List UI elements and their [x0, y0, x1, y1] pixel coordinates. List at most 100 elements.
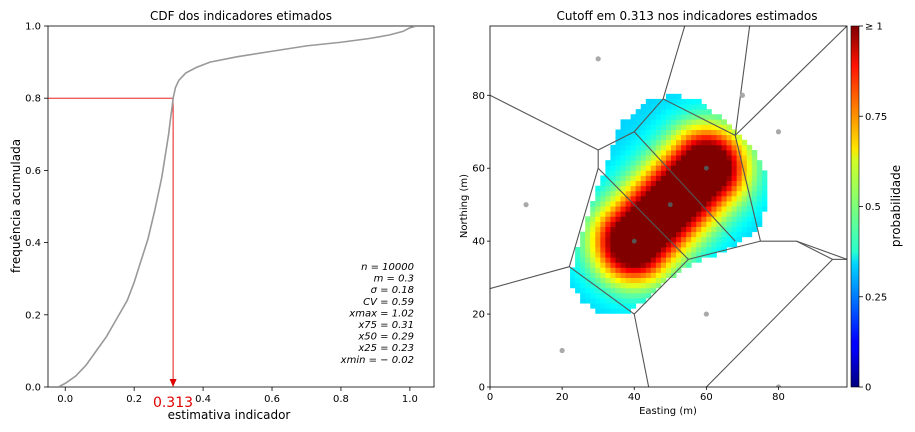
sample-point-inside: [703, 165, 709, 171]
heatmap-cell: [681, 98, 687, 105]
heatmap-cell: [716, 236, 722, 243]
heatmap-cell: [625, 175, 632, 182]
heatmap-cell: [595, 277, 601, 284]
heatmap-cell: [681, 190, 687, 197]
statistic-line: xmin = − 0.02: [340, 355, 414, 366]
heatmap-cell: [650, 262, 657, 268]
heatmap-cell: [711, 129, 717, 136]
sample-point: [703, 311, 709, 317]
sample-point: [595, 56, 601, 62]
heatmap-cell: [665, 109, 672, 115]
heatmap-cell: [620, 149, 626, 156]
heatmap-cell: [615, 282, 621, 289]
heatmap-cell: [681, 104, 687, 110]
heatmap-cell: [630, 149, 637, 156]
heatmap-cell: [746, 165, 753, 171]
heatmap-cell: [610, 267, 616, 273]
heatmap-cell: [605, 267, 611, 273]
heatmap-cell: [676, 129, 682, 136]
heatmap-cell: [701, 139, 707, 146]
heatmap-cell: [635, 211, 642, 217]
heatmap-cell: [605, 221, 611, 227]
heatmap-cell: [696, 246, 702, 253]
heatmap-cell: [696, 129, 702, 136]
heatmap-cell: [751, 216, 758, 222]
heatmap-cell: [671, 109, 677, 115]
heatmap-cell: [731, 211, 738, 217]
heatmap-cell: [650, 165, 657, 171]
heatmap-cell: [635, 195, 642, 202]
heatmap-cell: [620, 206, 626, 212]
heatmap-cell: [645, 226, 652, 233]
heatmap-cell: [711, 231, 717, 238]
heatmap-cell: [610, 195, 616, 202]
heatmap-cell: [660, 149, 667, 156]
heatmap-cell: [615, 231, 621, 238]
heatmap-cell: [726, 206, 733, 212]
heatmap-cell: [635, 119, 642, 125]
heatmap-cell: [650, 144, 657, 151]
heatmap-cell: [635, 292, 642, 299]
heatmap-cell: [650, 175, 657, 182]
statistic-line: x50 = 0.29: [357, 332, 414, 343]
heatmap-cell: [721, 206, 727, 212]
heatmap-cell: [640, 190, 647, 197]
heatmap-cell: [671, 170, 677, 176]
heatmap-cell: [731, 139, 738, 146]
heatmap-cell: [595, 262, 601, 268]
heatmap-cell: [706, 144, 712, 151]
heatmap-cell: [655, 246, 662, 253]
heatmap-cell: [706, 246, 712, 253]
heatmap-cell: [671, 252, 677, 258]
map-y-tick-label: 60: [472, 164, 485, 175]
heatmap-cell: [716, 165, 722, 171]
heatmap-cell: [746, 216, 753, 222]
heatmap-cell: [671, 144, 677, 151]
heatmap-cell: [706, 180, 712, 187]
heatmap-cell: [650, 252, 657, 258]
heatmap-cell: [691, 98, 697, 105]
heatmap-cell: [716, 139, 722, 146]
heatmap-cell: [575, 267, 581, 273]
heatmap-cell: [600, 241, 606, 248]
cdf-y-tick-label: 0.6: [25, 166, 41, 177]
heatmap-cell: [761, 170, 768, 176]
heatmap-cell: [691, 226, 697, 233]
heatmap-cell: [655, 190, 662, 197]
heatmap-cell: [731, 129, 738, 136]
heatmap-cell: [645, 246, 652, 253]
heatmap-cell: [590, 206, 596, 212]
heatmap-cell: [605, 277, 611, 284]
heatmap-cell: [640, 272, 647, 279]
heatmap-cell: [701, 236, 707, 243]
heatmap-cell: [650, 216, 657, 222]
heatmap-cell: [625, 190, 632, 197]
heatmap-cell: [696, 149, 702, 156]
heatmap-cell: [610, 206, 616, 212]
heatmap-cell: [600, 267, 606, 273]
voronoi-edge: [633, 258, 689, 315]
heatmap-cell: [741, 201, 748, 207]
heatmap-cell: [575, 252, 581, 258]
heatmap-cell: [590, 292, 596, 299]
heatmap-cell: [665, 241, 672, 248]
heatmap-cell: [605, 272, 611, 279]
heatmap-cell: [640, 206, 647, 212]
sample-point: [775, 384, 782, 387]
heatmap-cell: [635, 257, 642, 263]
heatmap-cell: [726, 211, 733, 217]
heatmap-cell: [736, 180, 743, 187]
heatmap-cell: [640, 246, 647, 253]
heatmap-cell: [630, 292, 637, 299]
heatmap-cell: [625, 170, 632, 176]
heatmap-cell: [640, 252, 647, 258]
heatmap-cell: [640, 241, 647, 248]
heatmap-cell: [615, 160, 621, 166]
heatmap-cell: [711, 252, 717, 258]
heatmap-cell: [731, 134, 738, 141]
heatmap-cell: [580, 241, 586, 248]
heatmap-cell: [761, 190, 768, 197]
heatmap-cell: [655, 170, 662, 176]
heatmap-cell: [635, 160, 642, 166]
heatmap-cell: [650, 119, 657, 125]
